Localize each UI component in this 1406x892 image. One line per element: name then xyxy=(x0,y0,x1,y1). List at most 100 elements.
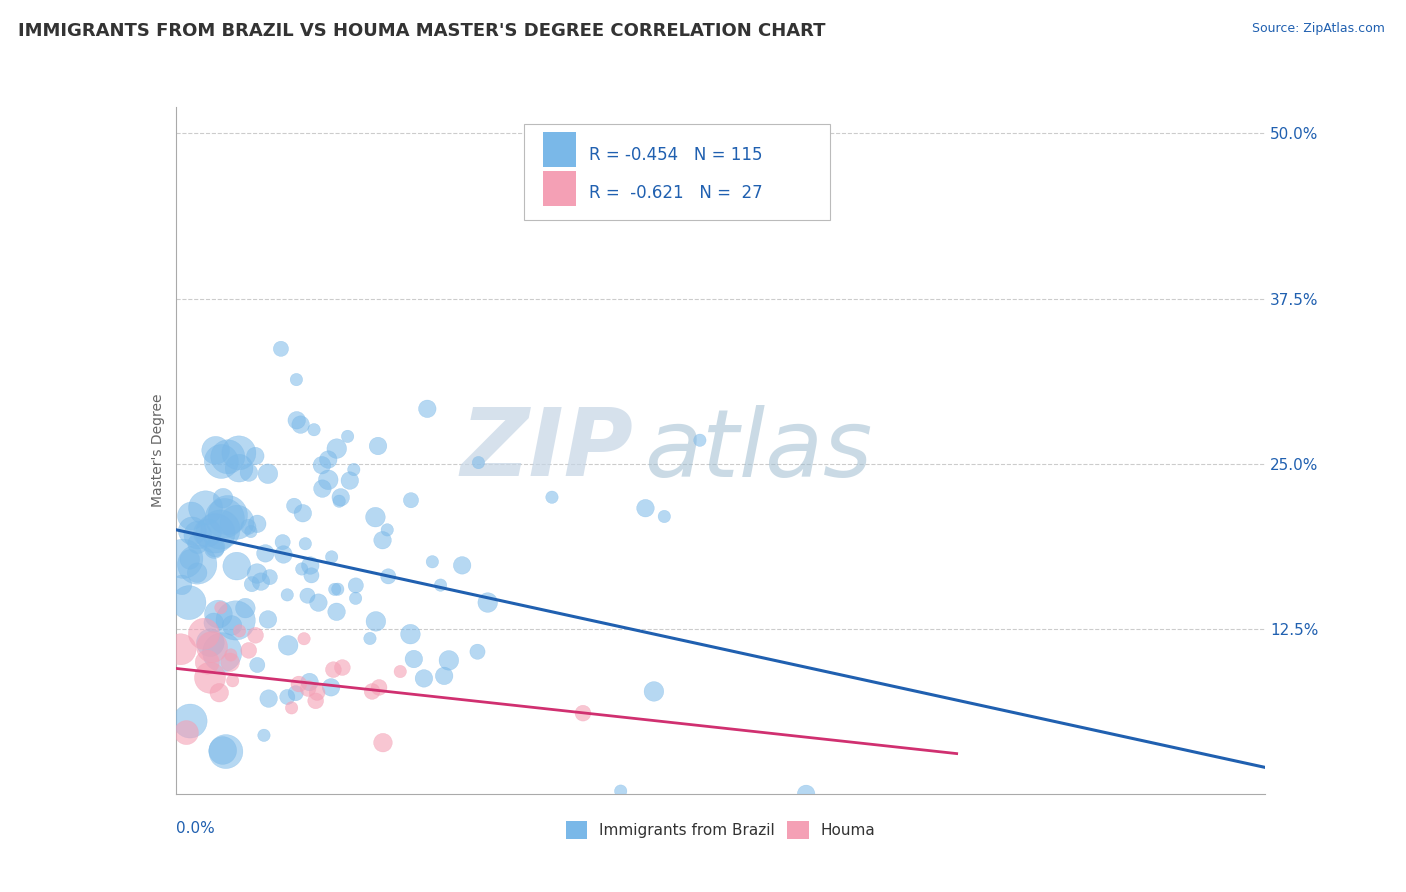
Point xyxy=(298,675,321,690)
Point xyxy=(217,508,239,522)
Point xyxy=(643,684,665,698)
Point xyxy=(422,555,444,569)
Point xyxy=(477,595,499,609)
Point xyxy=(186,537,208,551)
Point xyxy=(284,686,307,700)
Point xyxy=(238,520,260,534)
Point xyxy=(245,449,267,463)
Point xyxy=(201,640,224,654)
Point xyxy=(609,784,631,798)
Point xyxy=(336,429,359,443)
Point xyxy=(451,558,474,573)
Point xyxy=(259,570,281,584)
Point xyxy=(276,690,298,704)
Point xyxy=(416,401,439,416)
Point xyxy=(399,627,422,641)
Point xyxy=(322,663,344,677)
Point xyxy=(280,701,302,715)
Point xyxy=(367,439,389,453)
Point xyxy=(238,466,260,480)
Point xyxy=(437,653,460,667)
Point xyxy=(211,743,233,757)
Point xyxy=(253,728,276,742)
Point xyxy=(197,526,219,541)
Point xyxy=(323,582,346,597)
Point xyxy=(204,443,226,458)
Point xyxy=(361,684,384,698)
Point xyxy=(316,452,339,467)
Point xyxy=(246,566,269,581)
Legend: Immigrants from Brazil, Houma: Immigrants from Brazil, Houma xyxy=(560,814,882,845)
Point xyxy=(307,685,329,699)
Point xyxy=(311,482,333,496)
Point xyxy=(235,601,257,615)
Point xyxy=(326,582,349,597)
Point xyxy=(254,546,277,560)
Point xyxy=(302,423,325,437)
Point xyxy=(198,671,221,685)
Text: ZIP: ZIP xyxy=(461,404,633,497)
Y-axis label: Master's Degree: Master's Degree xyxy=(150,393,165,508)
Point xyxy=(208,686,231,700)
Point xyxy=(319,681,342,695)
Point xyxy=(207,607,229,621)
Point xyxy=(246,516,269,531)
Point xyxy=(257,612,280,626)
Point xyxy=(297,589,319,603)
Point xyxy=(169,642,191,657)
Point xyxy=(209,454,232,468)
Point xyxy=(283,499,305,513)
Point xyxy=(634,501,657,516)
Point xyxy=(228,446,250,460)
Point xyxy=(225,559,247,574)
Point xyxy=(285,413,308,427)
Text: R =  -0.621   N =  27: R = -0.621 N = 27 xyxy=(589,185,762,202)
Point xyxy=(170,578,193,592)
Point xyxy=(177,596,200,610)
Point xyxy=(343,462,366,476)
Point xyxy=(291,506,314,520)
Text: 0.0%: 0.0% xyxy=(176,822,215,837)
Point xyxy=(429,578,451,592)
Text: Source: ZipAtlas.com: Source: ZipAtlas.com xyxy=(1251,22,1385,36)
Point xyxy=(276,588,298,602)
Point xyxy=(326,442,349,456)
Text: IMMIGRANTS FROM BRAZIL VS HOUMA MASTER'S DEGREE CORRELATION CHART: IMMIGRANTS FROM BRAZIL VS HOUMA MASTER'S… xyxy=(18,22,825,40)
Point xyxy=(344,578,367,592)
Point xyxy=(202,541,225,556)
Point xyxy=(572,706,595,721)
Point xyxy=(364,510,387,524)
Point xyxy=(238,643,260,657)
Point xyxy=(339,474,361,488)
Point xyxy=(368,681,391,695)
Point xyxy=(689,434,711,448)
Point xyxy=(277,638,299,652)
Point xyxy=(413,672,436,686)
Point xyxy=(328,494,350,508)
Point xyxy=(209,600,232,615)
Point xyxy=(217,450,239,464)
Point xyxy=(305,694,328,708)
Point xyxy=(200,636,222,650)
Point xyxy=(290,417,312,432)
Point xyxy=(204,526,226,541)
Point xyxy=(794,787,817,801)
Point xyxy=(212,491,235,505)
Point xyxy=(250,574,273,589)
Point xyxy=(316,473,339,487)
Point xyxy=(433,669,456,683)
Point xyxy=(209,523,232,537)
Point xyxy=(240,577,263,591)
Point xyxy=(193,627,215,641)
Point xyxy=(364,615,387,629)
Point xyxy=(239,524,262,539)
Point xyxy=(215,745,238,759)
Point xyxy=(257,467,280,481)
Text: R = -0.454   N = 115: R = -0.454 N = 115 xyxy=(589,146,762,164)
Point xyxy=(245,628,267,642)
Point xyxy=(652,509,675,524)
Point xyxy=(371,736,394,750)
Text: atlas: atlas xyxy=(644,405,873,496)
Point xyxy=(332,660,354,674)
Point xyxy=(219,648,242,662)
